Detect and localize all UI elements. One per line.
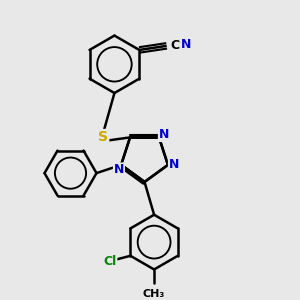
Text: C: C — [171, 39, 180, 52]
Text: N: N — [159, 128, 169, 141]
Text: N: N — [181, 38, 191, 51]
Text: S: S — [98, 130, 109, 144]
Text: CH₃: CH₃ — [143, 289, 165, 298]
Text: Cl: Cl — [103, 255, 116, 268]
Text: N: N — [169, 158, 179, 171]
Text: N: N — [114, 163, 124, 176]
